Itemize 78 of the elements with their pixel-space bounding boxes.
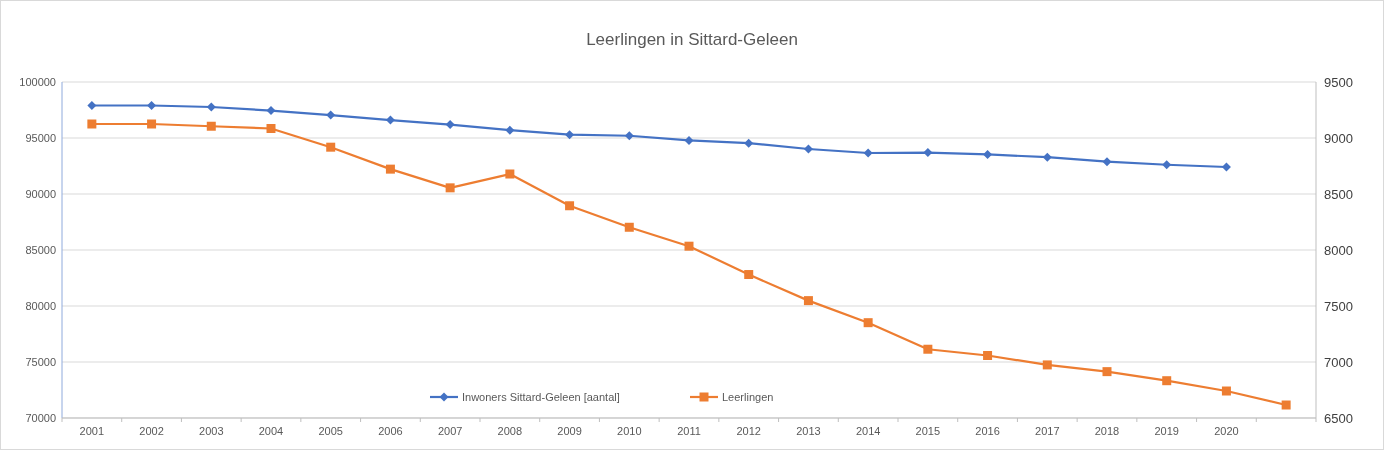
point — [1042, 360, 1052, 370]
point — [87, 119, 97, 129]
x-tick-label: 2017 — [1035, 425, 1060, 437]
x-tick-label: 2011 — [677, 425, 701, 437]
y2-tick-label: 8000 — [1324, 242, 1353, 258]
y-tick-label: 85000 — [25, 243, 56, 256]
y-tick-label: 90000 — [25, 187, 56, 200]
point — [1102, 367, 1112, 377]
x-tick-label: 2007 — [437, 425, 463, 437]
point — [565, 130, 575, 140]
y-tick-label: 100000 — [19, 75, 56, 88]
x-tick-label: 2006 — [378, 425, 403, 437]
point — [385, 115, 395, 125]
y2-tick-label: 9000 — [1324, 130, 1353, 146]
point — [923, 344, 933, 354]
point — [147, 119, 157, 129]
point — [923, 148, 933, 158]
point — [863, 148, 873, 158]
x-tick-label: 2009 — [557, 425, 582, 437]
point — [206, 121, 216, 131]
point — [505, 169, 515, 179]
point — [1221, 386, 1231, 396]
point — [147, 101, 157, 111]
x-tick-label: 2002 — [139, 425, 164, 437]
point — [206, 102, 216, 112]
point — [624, 222, 634, 232]
point — [326, 142, 336, 152]
point — [1281, 400, 1291, 410]
x-tick-label: 2004 — [258, 425, 284, 437]
point — [983, 149, 993, 159]
y-tick-label: 95000 — [25, 131, 56, 144]
x-tick-label: 2016 — [975, 425, 1000, 437]
point — [803, 296, 813, 306]
x-tick-label: 2001 — [79, 425, 105, 437]
point — [385, 164, 395, 174]
point — [863, 318, 873, 328]
point — [1221, 162, 1231, 172]
point — [326, 110, 336, 120]
y2-tick-label: 7500 — [1324, 298, 1353, 314]
legend-label: Inwoners Sittard-Geleen [aantal] — [462, 390, 620, 403]
point — [505, 125, 515, 135]
point — [803, 144, 813, 154]
x-tick-label: 2014 — [855, 425, 881, 437]
x-tick-label: 2008 — [497, 425, 523, 437]
point — [1162, 376, 1172, 386]
point — [1042, 152, 1052, 162]
y2-tick-label: 9500 — [1324, 74, 1353, 90]
point — [1102, 157, 1112, 167]
y-tick-label: 70000 — [25, 411, 56, 424]
y-tick-label: 75000 — [25, 355, 56, 368]
legend-label: Leerlingen — [722, 390, 774, 403]
point — [266, 123, 276, 133]
point — [445, 120, 455, 130]
x-tick-label: 2012 — [736, 425, 761, 437]
x-tick-label: 2010 — [617, 425, 642, 437]
x-tick-label: 2015 — [915, 425, 941, 437]
y2-tick-label: 6500 — [1324, 410, 1353, 426]
x-tick-label: 2013 — [796, 425, 821, 437]
x-tick-label: 2020 — [1214, 425, 1239, 437]
y-tick-label: 80000 — [25, 299, 56, 312]
point — [983, 351, 993, 360]
chart-title: Leerlingen in Sittard-Geleen — [586, 30, 798, 49]
point — [565, 201, 575, 211]
point — [87, 101, 97, 111]
point — [266, 106, 276, 116]
point — [445, 183, 455, 193]
point — [744, 138, 754, 148]
x-tick-label: 2005 — [318, 425, 343, 437]
x-tick-label: 2018 — [1094, 425, 1120, 437]
y2-tick-label: 7000 — [1324, 354, 1353, 370]
point — [684, 135, 694, 145]
x-tick-label: 2019 — [1154, 425, 1179, 437]
point — [744, 270, 754, 280]
point — [624, 131, 634, 141]
point — [1162, 160, 1172, 170]
y2-tick-label: 8500 — [1324, 186, 1353, 202]
x-tick-label: 2003 — [199, 425, 224, 437]
point — [684, 241, 694, 251]
